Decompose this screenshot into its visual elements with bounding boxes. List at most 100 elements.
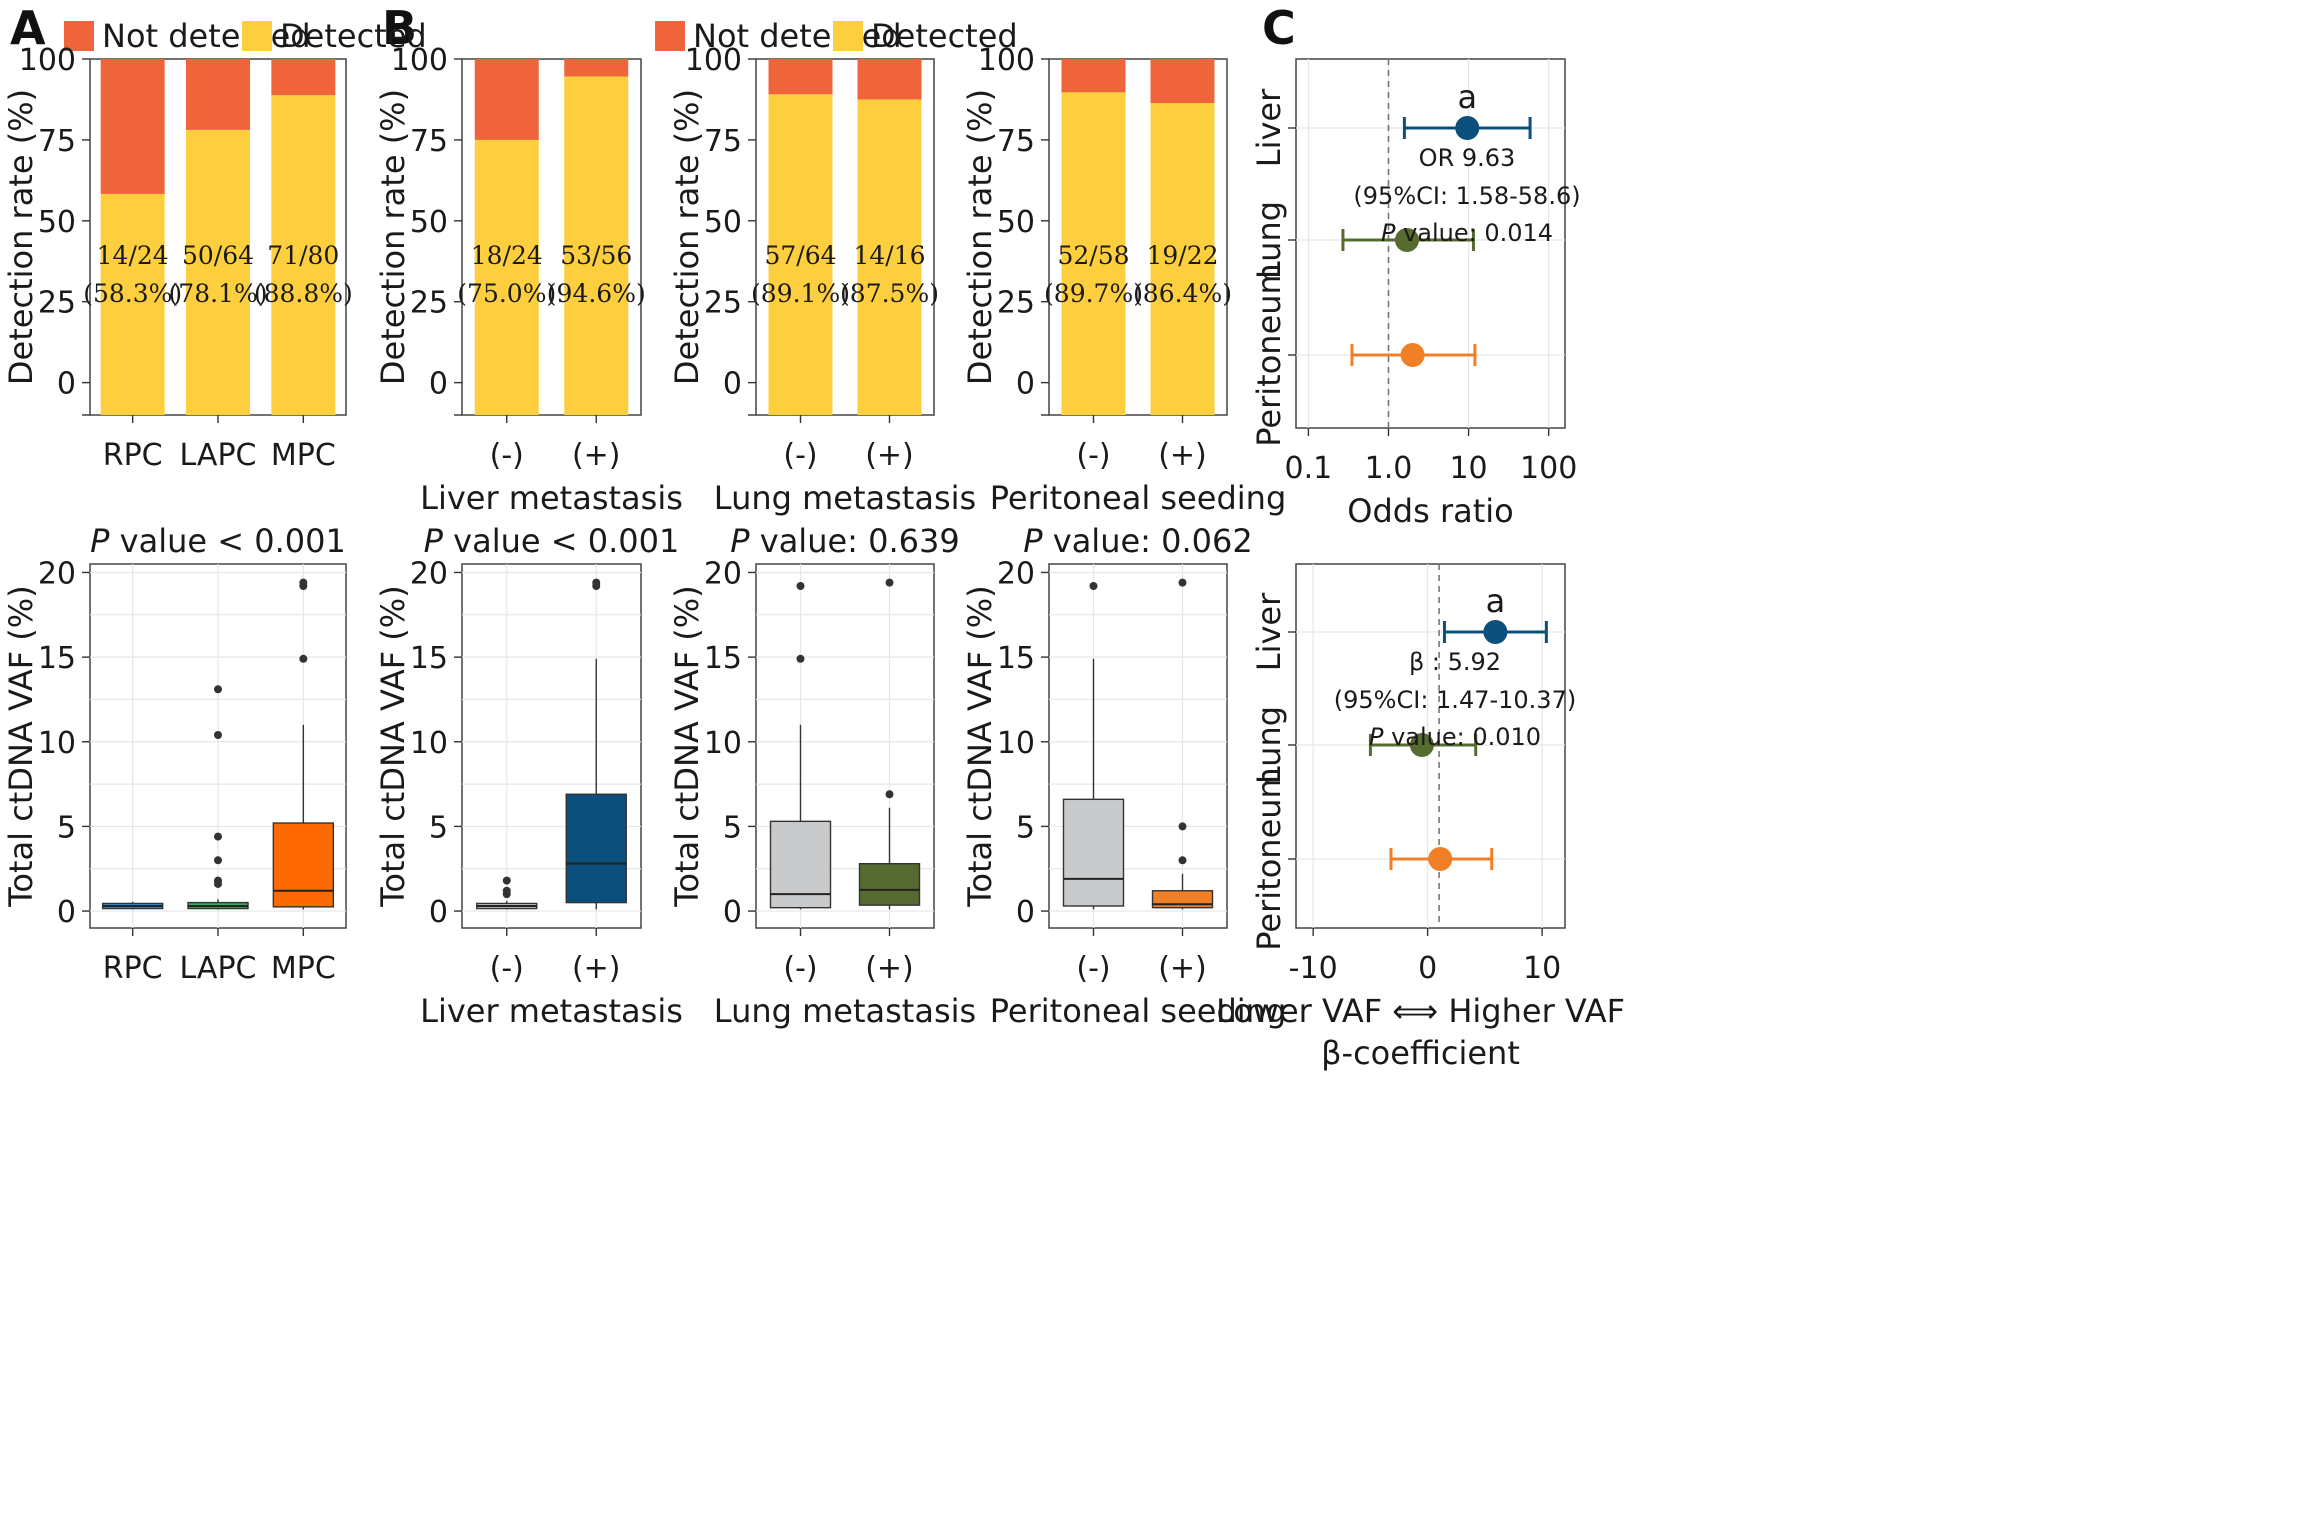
bar-not-detected-0 [474, 59, 539, 140]
category-label-1: Lung [1250, 706, 1288, 784]
y-tick-label-25: 25 [704, 286, 742, 321]
data-label-count-0: 52/58 [1057, 241, 1129, 270]
outlier-0-0 [796, 654, 805, 663]
y-tick-label-0: 0 [429, 367, 448, 402]
p-value-text: value: 0.639 [750, 522, 960, 560]
estimate-point-2 [1428, 847, 1453, 871]
panel-p-value: P value < 0.001 [90, 522, 346, 560]
bar-not-detected-1 [186, 59, 250, 130]
x-axis-label: Lung metastasis [714, 479, 976, 517]
p-value-text: value: 0.010 [1383, 723, 1541, 751]
y-tick-label-50: 50 [410, 205, 448, 240]
outlier-1-3 [214, 832, 222, 841]
chart-B-top-lung: 57/64 (89.1%) (-) 14/16 (87.5%) (+) 0 25 50 75 100… [668, 43, 976, 517]
y-tick-label-5: 5 [429, 810, 448, 845]
annotation-estimate: β : 5.92 [1409, 648, 1501, 676]
bar-not-detected-1 [564, 59, 629, 77]
y-axis-label: Total ctDNA VAF (%) [2, 585, 40, 907]
panel-letter-C: C [1262, 1, 1296, 55]
y-tick-label-10: 10 [704, 726, 742, 761]
y-tick-label-75: 75 [997, 124, 1035, 159]
legend-label-0: Not detected [693, 17, 902, 55]
outlier-1-5 [214, 685, 222, 694]
outlier-1-1 [885, 578, 894, 587]
outlier-1-0 [885, 790, 894, 799]
y-tick-label-75: 75 [704, 124, 742, 159]
x-tick-label-1: LAPC [180, 951, 257, 986]
category-label-2: Peritoneum [1250, 263, 1288, 446]
x-tick-label-0: (-) [783, 438, 817, 473]
annotation-marker: a [1486, 582, 1506, 620]
estimate-point-1 [1409, 733, 1434, 757]
bar-detected-2 [271, 95, 336, 415]
x-tick-label-0: 0.1 [1285, 451, 1333, 486]
y-axis-label: Detection rate (%) [2, 89, 40, 385]
bar-not-detected-1 [1150, 59, 1215, 104]
legend-label-0: Not detected [102, 17, 311, 55]
panel-p-value: P value: 0.062 [1023, 522, 1252, 560]
estimate-point-1 [1394, 228, 1419, 252]
outlier-0-1 [796, 582, 805, 591]
estimate-point-0 [1455, 116, 1480, 140]
bar-detected-0 [474, 139, 539, 415]
x-axis-label: β-coefficient [1321, 1034, 1520, 1072]
y-tick-label-10: 10 [38, 726, 76, 761]
y-axis-label: Total ctDNA VAF (%) [374, 585, 412, 907]
p-value-text: value: 0.014 [1395, 219, 1553, 247]
y-tick-label-100: 100 [391, 43, 448, 78]
y-tick-label-0: 0 [723, 367, 742, 402]
y-tick-label-50: 50 [38, 205, 76, 240]
y-tick-label-100: 100 [978, 43, 1035, 78]
y-tick-label-0: 0 [1016, 367, 1035, 402]
x-tick-label-0: (-) [1076, 438, 1110, 473]
x-axis-label: Peritoneal seeding [990, 479, 1287, 517]
x-tick-label-3: 100 [1520, 451, 1577, 486]
x-tick-label-1: (+) [1158, 951, 1207, 986]
x-tick-label-0: -10 [1289, 951, 1338, 986]
data-label-count-2: 71/80 [267, 241, 339, 270]
p-value-text: value < 0.001 [443, 522, 679, 560]
legend-swatch-0 [655, 21, 685, 51]
annotation-p-value: P value: 0.014 [1381, 219, 1553, 247]
italic-p: P [424, 522, 444, 560]
y-tick-label-25: 25 [410, 286, 448, 321]
y-tick-label-50: 50 [997, 205, 1035, 240]
panel-p-value: P value: 0.639 [730, 522, 959, 560]
box-0 [1062, 798, 1125, 907]
x-axis-label: Lung metastasis [714, 992, 976, 1030]
y-tick-label-15: 15 [410, 641, 448, 676]
x-tick-label-0: (-) [1076, 951, 1110, 986]
chart-B-top-perit: 52/58 (89.7%) (-) 19/22 (86.4%) (+) 0 25 50 75 100… [961, 43, 1286, 517]
outlier-2-0 [299, 654, 308, 663]
bar-not-detected-0 [100, 59, 165, 194]
x-tick-label-2: 10 [1523, 951, 1561, 986]
y-tick-label-15: 15 [38, 641, 76, 676]
italic-p: P [1369, 723, 1384, 751]
x-tick-label-0: (-) [490, 438, 524, 473]
legend-label-1: Detected [871, 17, 1018, 55]
box-2 [272, 822, 335, 908]
bar-not-detected-0 [768, 59, 833, 95]
data-label-pct-0: (89.1%) [751, 279, 850, 308]
estimate-point-2 [1400, 343, 1425, 367]
data-label-count-1: 19/22 [1146, 241, 1218, 270]
bar-detected-0 [100, 193, 165, 415]
bar-not-detected-2 [271, 59, 336, 96]
x-tick-label-2: 10 [1449, 451, 1487, 486]
italic-p: P [1023, 522, 1043, 560]
x-tick-label-0: RPC [103, 438, 163, 473]
legend-swatch-1 [833, 21, 863, 51]
category-label-2: Peritoneum [1250, 767, 1288, 950]
y-axis-label: Detection rate (%) [668, 89, 706, 385]
y-tick-label-100: 100 [685, 43, 742, 78]
data-label-pct-1: (78.1%) [169, 279, 268, 308]
bar-detected-0 [768, 94, 833, 415]
annotation-estimate: OR 9.63 [1419, 144, 1516, 172]
y-tick-label-20: 20 [38, 556, 76, 591]
